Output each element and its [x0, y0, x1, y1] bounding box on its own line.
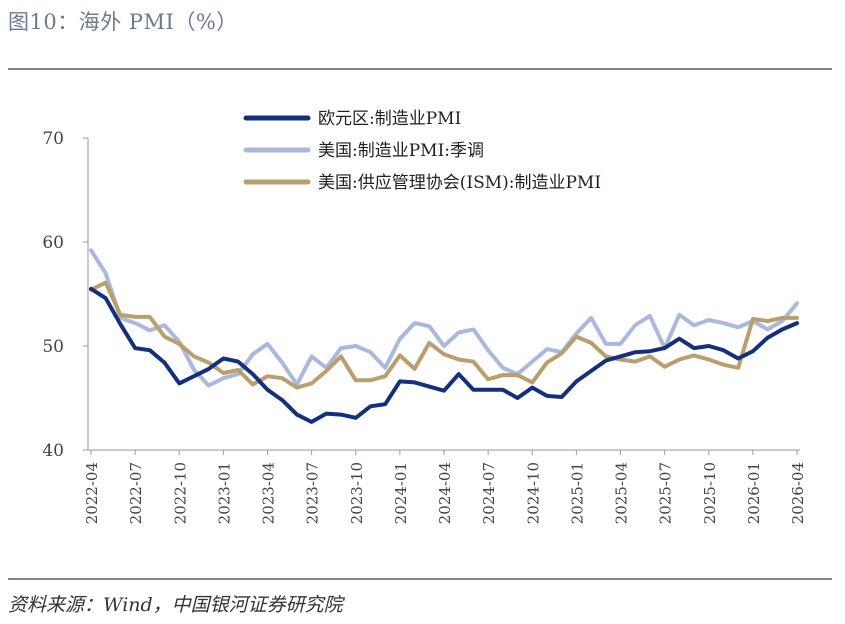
legend-label-1: 美国:制造业PMI:季调 [318, 141, 484, 161]
x-tick-label: 2023-10 [348, 462, 366, 524]
chart-axes: 40 50 60 70 2022-04 2022-07 2022-10 2023-01 2023… [42, 129, 807, 524]
x-tick-label: 2025-07 [657, 462, 675, 524]
x-tick-label: 2026-04 [789, 462, 807, 524]
x-tick-label: 2026-01 [745, 462, 763, 524]
y-tick-label: 50 [42, 337, 64, 357]
x-tick-label: 2025-10 [701, 462, 719, 524]
x-tick-label: 2025-04 [613, 462, 631, 524]
chart-title: 图10：海外 PMI（%） [8, 10, 238, 34]
x-tick-label: 2025-01 [568, 462, 586, 524]
bottom-rule [8, 578, 832, 580]
series-line-1 [89, 248, 799, 388]
y-tick-label: 60 [42, 233, 64, 253]
chart-series-lines [89, 248, 799, 424]
x-tick-label: 2023-01 [215, 462, 233, 524]
chart-legend: 欧元区:制造业PMI 美国:制造业PMI:季调美国:供应管理协会(ISM):制造业… [243, 109, 601, 193]
x-tick-label: 2023-04 [260, 462, 278, 524]
x-tick-label: 2024-10 [524, 462, 542, 524]
source-note: 资料来源：Wind，中国银河证券研究院 [8, 594, 343, 616]
x-tick-label: 2022-04 [83, 462, 101, 524]
y-tick-label: 40 [42, 441, 64, 461]
series-line-0 [89, 286, 799, 424]
top-rule [8, 68, 832, 70]
x-tick-label: 2023-07 [304, 462, 322, 524]
x-tick-label: 2024-07 [480, 462, 498, 524]
x-tick-label: 2024-01 [392, 462, 410, 524]
x-tick-label: 2022-07 [127, 462, 145, 524]
line-chart: 40 50 60 70 2022-04 2022-07 2022-10 2023-01 2023… [42, 109, 807, 524]
y-tick-label: 70 [42, 129, 64, 149]
legend-label-0: 欧元区:制造业PMI [318, 109, 461, 129]
x-tick-label: 2022-10 [171, 462, 189, 524]
legend-label-2: 美国:供应管理协会(ISM):制造业PMI [318, 173, 601, 193]
x-tick-label: 2024-04 [436, 462, 454, 524]
series-line-2 [89, 280, 799, 390]
